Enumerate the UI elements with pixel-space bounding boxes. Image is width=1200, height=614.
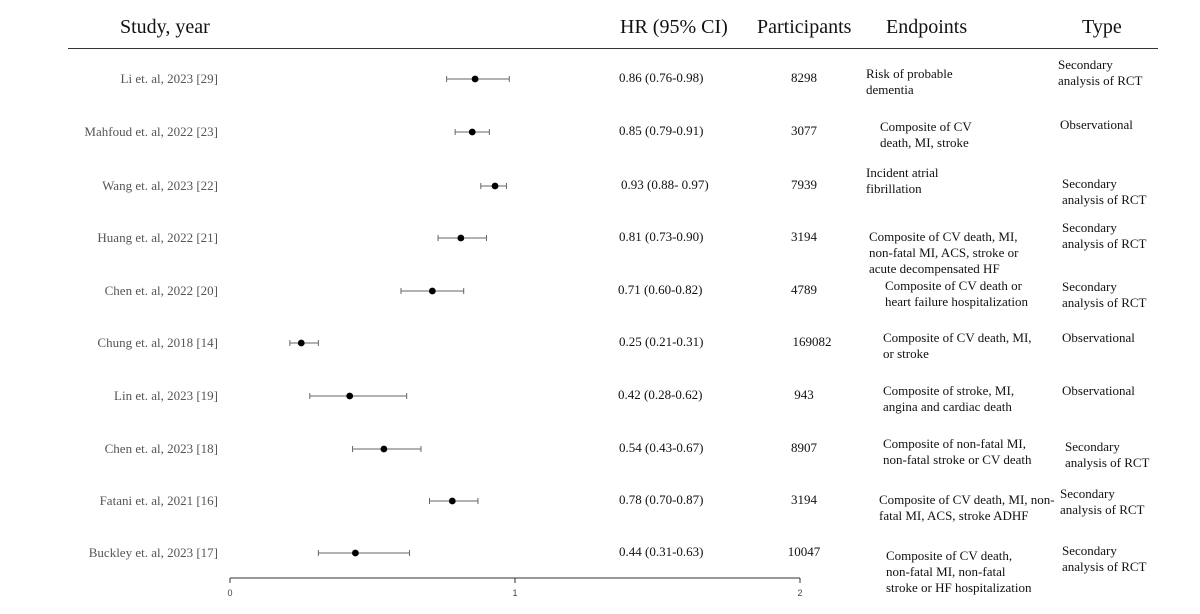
study-label: Chen et. al, 2022 [20] xyxy=(104,283,218,298)
point-estimate-marker xyxy=(468,128,476,136)
point-estimate-marker xyxy=(352,549,359,557)
endpoint-text: Incident atrial fibrillation xyxy=(866,165,939,196)
hr-value: 0.54 (0.43-0.67) xyxy=(619,440,704,455)
hr-value: 0.85 (0.79-0.91) xyxy=(619,123,704,138)
participants-count: 7939 xyxy=(791,177,817,192)
study-type: Secondary analysis of RCT xyxy=(1058,57,1143,88)
hr-value: 0.86 (0.76-0.98) xyxy=(619,70,704,85)
study-label: Wang et. al, 2023 [22] xyxy=(102,178,218,193)
hr-value: 0.25 (0.21-0.31) xyxy=(619,334,704,349)
point-estimate-marker xyxy=(491,182,499,190)
endpoint-text: Composite of non-fatal MI, non-fatal str… xyxy=(883,436,1032,467)
x-tick-label: 1 xyxy=(512,588,517,598)
header-endpoints: Endpoints xyxy=(886,16,968,38)
point-estimate-marker xyxy=(346,392,354,400)
x-tick-label: 0 xyxy=(227,588,232,598)
endpoint-text: Composite of CV death, non-fatal MI, non… xyxy=(886,548,1032,595)
point-estimate-marker xyxy=(448,497,456,505)
participants-count: 8298 xyxy=(791,70,817,85)
hr-value: 0.71 (0.60-0.82) xyxy=(618,282,703,297)
hr-value: 0.44 (0.31-0.63) xyxy=(619,544,704,559)
participants-count: 4789 xyxy=(791,282,817,297)
participants-count: 943 xyxy=(794,387,814,402)
participants-count: 8907 xyxy=(791,440,817,455)
study-type: Secondary analysis of RCT xyxy=(1065,439,1150,470)
participants-count: 3194 xyxy=(791,229,817,244)
point-estimate-marker xyxy=(471,75,479,83)
x-tick-label: 2 xyxy=(797,588,802,598)
point-estimate-marker xyxy=(380,445,388,453)
study-type: Secondary analysis of RCT xyxy=(1062,543,1147,574)
header-divider xyxy=(68,48,1158,49)
point-estimate-marker xyxy=(428,287,436,295)
point-estimate-marker xyxy=(457,234,465,242)
point-estimate-marker xyxy=(297,339,305,347)
endpoint-text: Risk of probable dementia xyxy=(866,66,953,97)
study-type: Secondary analysis of RCT xyxy=(1060,486,1145,517)
study-type: Observational xyxy=(1062,330,1135,345)
study-type: Secondary analysis of RCT xyxy=(1062,176,1147,207)
study-label: Li et. al, 2023 [29] xyxy=(120,71,218,86)
study-label: Chung et. al, 2018 [14] xyxy=(97,335,218,350)
header-hr: HR (95% CI) xyxy=(620,16,728,38)
study-label: Lin et. al, 2023 [19] xyxy=(114,388,218,403)
endpoint-text: Composite of CV death, MI, or stroke xyxy=(883,330,1032,361)
study-type: Observational xyxy=(1062,383,1135,398)
endpoint-text: Composite of stroke, MI, angina and card… xyxy=(883,383,1015,414)
header-study: Study, year xyxy=(120,16,210,38)
participants-count: 3194 xyxy=(791,492,817,507)
header-type: Type xyxy=(1082,16,1122,38)
hr-value: 0.42 (0.28-0.62) xyxy=(618,387,703,402)
endpoint-text: Composite of CV death or heart failure h… xyxy=(885,278,1028,309)
header-participants: Participants xyxy=(757,16,852,38)
study-label: Huang et. al, 2022 [21] xyxy=(97,230,218,245)
study-type: Secondary analysis of RCT xyxy=(1062,220,1147,251)
hr-value: 0.93 (0.88- 0.97) xyxy=(621,177,709,192)
study-type: Observational xyxy=(1060,117,1133,132)
participants-count: 3077 xyxy=(791,123,817,138)
endpoint-text: Composite of CV death, MI, non-fatal MI,… xyxy=(869,229,1019,276)
participants-count: 10047 xyxy=(787,544,821,559)
study-label: Chen et. al, 2023 [18] xyxy=(104,441,218,456)
endpoint-text: Composite of CV death, MI, non- fatal MI… xyxy=(879,492,1055,523)
participants-count: 169082 xyxy=(792,334,832,349)
study-label: Mahfoud et. al, 2022 [23] xyxy=(84,124,218,139)
hr-value: 0.78 (0.70-0.87) xyxy=(619,492,704,507)
study-label: Fatani et. al, 2021 [16] xyxy=(99,493,218,508)
hr-value: 0.81 (0.73-0.90) xyxy=(619,229,704,244)
study-label: Buckley et. al, 2023 [17] xyxy=(88,545,218,560)
study-type: Secondary analysis of RCT xyxy=(1062,279,1147,310)
endpoint-text: Composite of CV death, MI, stroke xyxy=(880,119,972,150)
